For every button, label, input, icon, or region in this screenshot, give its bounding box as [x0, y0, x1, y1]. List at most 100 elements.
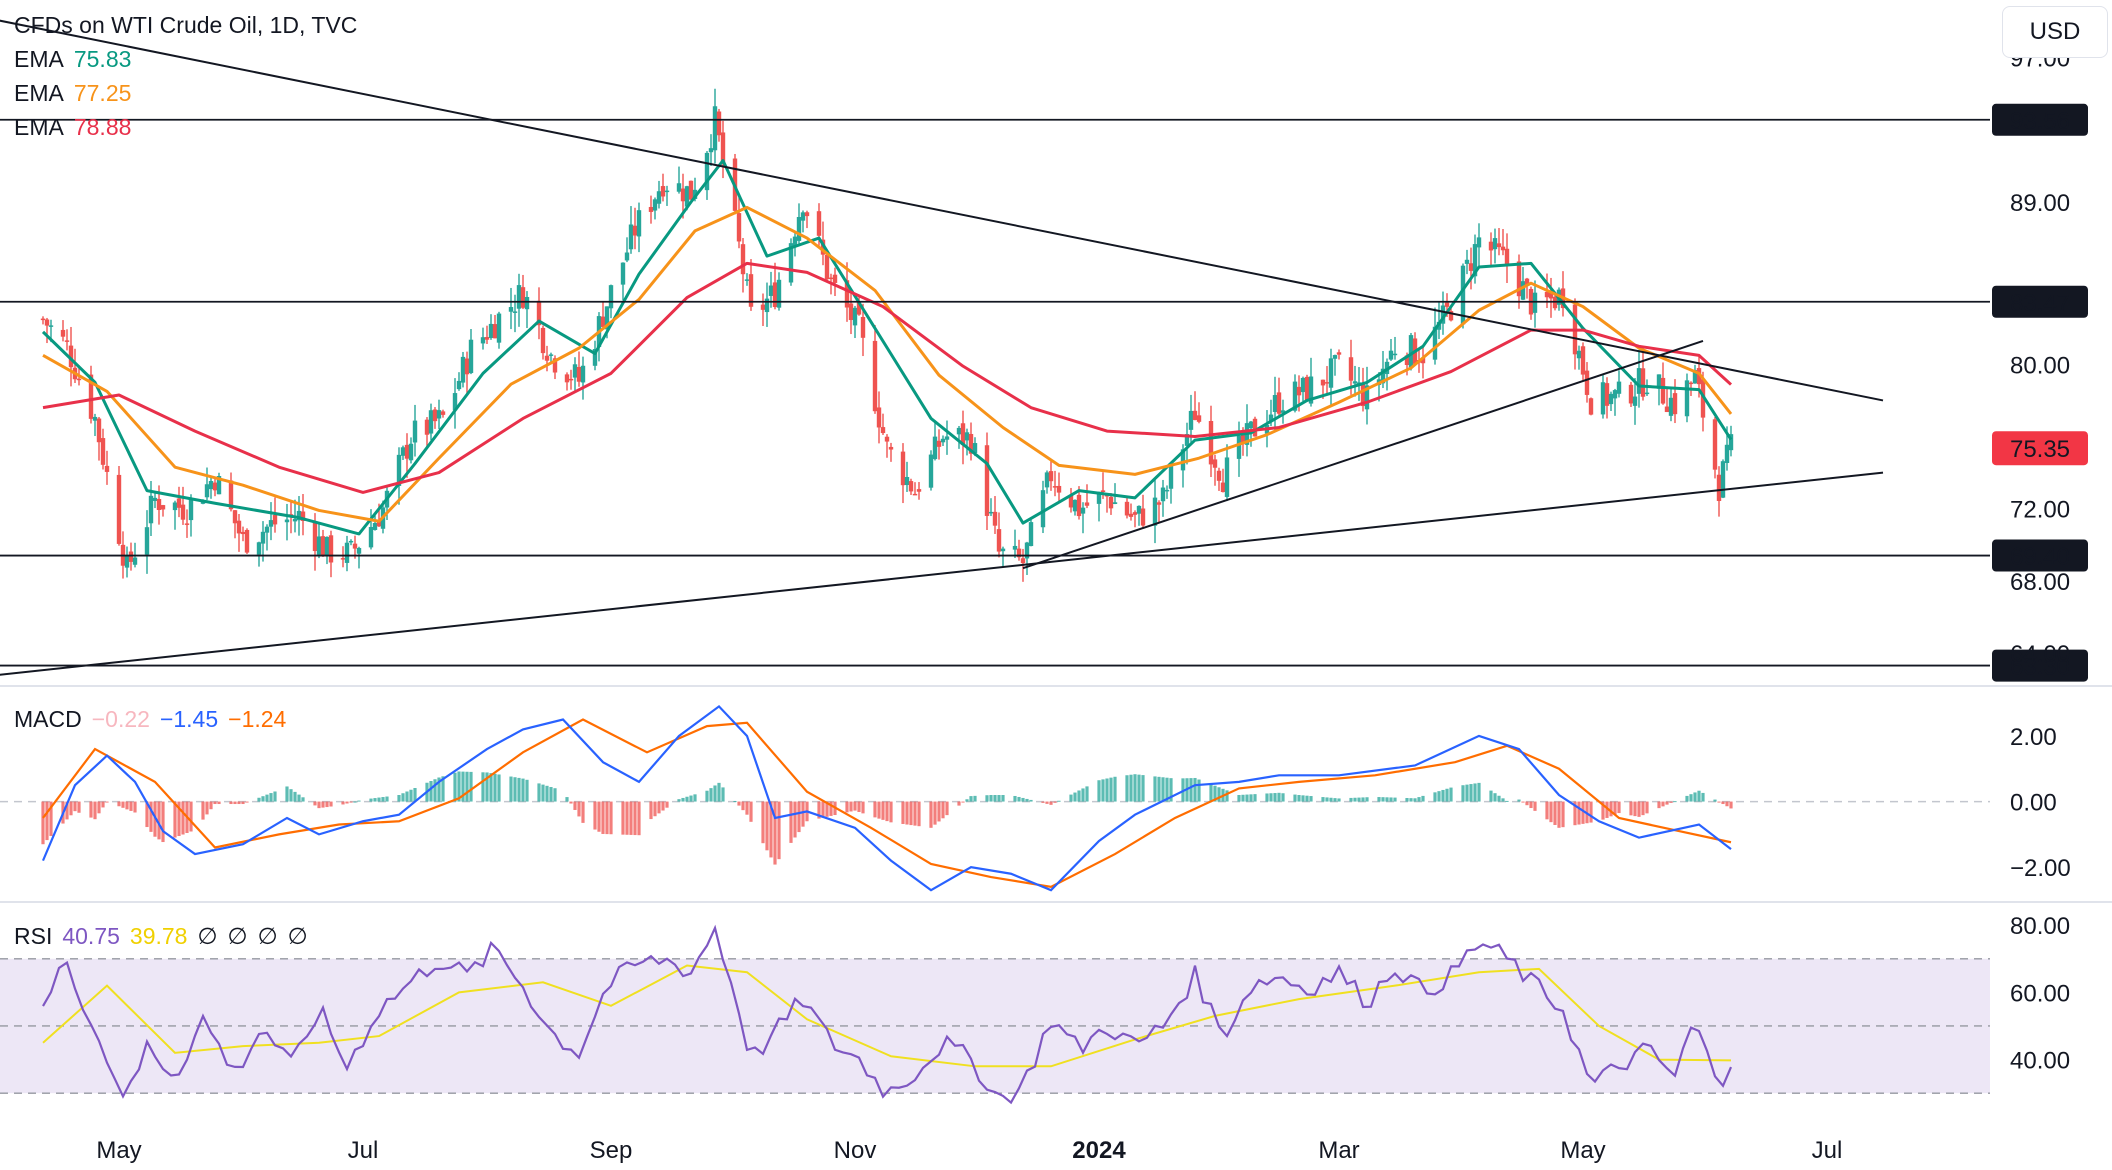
macd-hist-bar — [901, 801, 905, 824]
macd-hist-bar — [297, 794, 301, 802]
macd-hist-bar — [1641, 801, 1645, 816]
ema-legend-2[interactable]: EMA 77.25 — [14, 76, 357, 110]
macd-hist-bar — [1545, 801, 1549, 820]
candle-body — [964, 432, 970, 441]
rsi-legend[interactable]: RSI 40.75 39.78 ∅ ∅ ∅ ∅ — [14, 919, 318, 953]
macd-hist-bar — [385, 796, 389, 802]
candle-body — [1392, 353, 1398, 356]
ema-legend-3[interactable]: EMA 78.88 — [14, 110, 357, 144]
macd-hist-bar — [273, 791, 277, 802]
candle-body — [936, 440, 942, 447]
macd-line — [41, 704, 1732, 892]
candle-body — [428, 410, 434, 434]
candle-body — [740, 244, 746, 275]
candle-body — [524, 296, 530, 310]
candle-body — [804, 212, 810, 217]
candle-body — [860, 316, 866, 338]
candle-body — [632, 225, 638, 236]
candle-body — [88, 374, 94, 419]
candle-body — [720, 132, 726, 163]
candle-body — [452, 393, 458, 411]
candle-body — [932, 436, 938, 460]
macd-hist-bar — [937, 801, 941, 822]
macd-hist-bar — [241, 801, 245, 805]
candle-body — [1096, 492, 1102, 504]
candle-body — [792, 236, 798, 247]
candle-body — [1388, 350, 1394, 360]
candle-body — [328, 535, 334, 563]
candle-body — [92, 416, 98, 421]
candle-body — [1488, 241, 1494, 251]
macd-hist-bar — [789, 801, 793, 843]
candle-body — [736, 213, 742, 242]
macd-hist-bar — [941, 801, 945, 819]
macd-hist-bar — [341, 801, 345, 805]
candle-body — [1496, 243, 1502, 248]
macd-hist-bar — [1277, 792, 1281, 802]
macd-hist-bar — [1477, 782, 1481, 802]
macd-hist-bar — [517, 777, 521, 802]
candle-body — [260, 531, 266, 544]
macd-hist-bar — [1021, 797, 1025, 802]
macd-hist-bar — [1209, 784, 1213, 802]
empty-value: ∅ — [257, 923, 278, 949]
candle-body — [972, 443, 978, 453]
macd-hist-bar — [1501, 798, 1505, 802]
macd-hist-bar — [1413, 798, 1417, 802]
candle-body — [1180, 449, 1186, 471]
macd-tick-label: 2.00 — [2010, 724, 2057, 751]
candle-body — [520, 287, 526, 308]
candle-body — [1320, 379, 1326, 386]
macd-hist-bar — [1017, 796, 1021, 802]
candle-body — [1308, 376, 1314, 404]
candle-body — [944, 436, 950, 440]
time-tick-label: 2024 — [1072, 1137, 1126, 1164]
macd-hist-bar — [1721, 801, 1725, 805]
macd-hist-bar — [1057, 800, 1061, 802]
macd-hist-bar — [1213, 785, 1217, 802]
ema-legend-1[interactable]: EMA 75.83 — [14, 42, 357, 76]
symbol-title[interactable]: CFDs on WTI Crude Oil, 1D, TVC — [14, 12, 358, 38]
macd-hist-bar — [857, 801, 861, 812]
ema-value: 77.25 — [73, 80, 132, 106]
candle-body — [1224, 457, 1230, 497]
currency-button[interactable]: USD — [2002, 6, 2108, 58]
price-tick-label: 89.00 — [2010, 190, 2070, 217]
rsi-tick-label: 40.00 — [2010, 1048, 2070, 1075]
macd-hist-bar — [1133, 774, 1137, 802]
candle-body — [1444, 302, 1450, 307]
candle-body — [1328, 358, 1334, 388]
macd-hist-bar — [873, 801, 877, 818]
candle-body — [548, 354, 554, 356]
ema-label: EMA — [14, 80, 64, 106]
macd-hist-bar — [1025, 798, 1029, 802]
macd-hist-bar — [465, 771, 469, 802]
candle-body — [464, 358, 470, 375]
macd-hist-bar — [633, 801, 637, 836]
candle-body — [204, 484, 210, 498]
candle-body — [648, 206, 654, 212]
candle-body — [1516, 261, 1522, 297]
candle-body — [1668, 397, 1674, 416]
macd-hist-bar — [537, 783, 541, 802]
macd-hist-bar — [1713, 799, 1717, 802]
macd-hist-bar — [521, 778, 525, 802]
macd-legend[interactable]: MACD −0.22 −1.45 −1.24 — [14, 702, 296, 736]
macd-hist-bar — [1613, 801, 1617, 815]
candle-body — [324, 537, 330, 557]
candle-body — [1188, 410, 1194, 430]
candle-body — [708, 148, 714, 153]
candle-body — [60, 329, 66, 337]
candle-body — [156, 499, 162, 511]
ema-line-3 — [42, 261, 1733, 494]
macd-hist-bar — [1645, 801, 1649, 814]
macd-hist-bar — [1729, 801, 1733, 809]
macd-hist-bar — [1409, 798, 1413, 802]
macd-tick-label: −2.00 — [2010, 855, 2071, 882]
candle-body — [848, 303, 854, 321]
candle-body — [600, 316, 606, 327]
candle-body — [352, 543, 358, 549]
candle-body — [244, 529, 250, 553]
macd-hist-bar — [129, 801, 133, 811]
